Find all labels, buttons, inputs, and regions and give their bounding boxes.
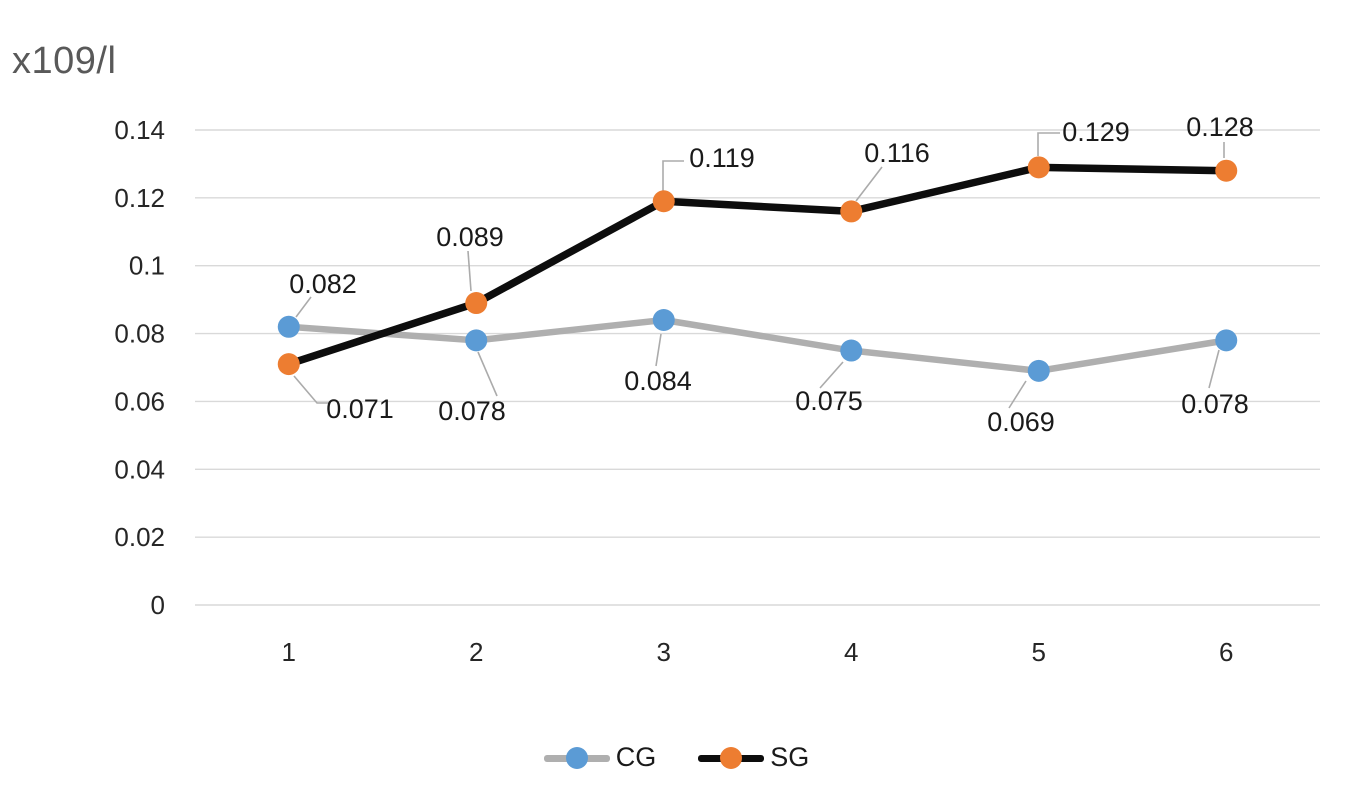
data-label-sg: 0.071 — [326, 394, 394, 424]
legend-item-cg: CG — [543, 742, 657, 773]
legend-swatch-sg — [698, 746, 765, 770]
series-marker-cg — [465, 329, 488, 352]
data-label-leader-line — [855, 166, 883, 202]
data-label-cg: 0.084 — [624, 366, 692, 396]
y-tick-label: 0.1 — [129, 251, 165, 281]
data-label-sg: 0.128 — [1186, 112, 1254, 142]
data-label-leader-line — [1208, 349, 1220, 389]
data-label-sg: 0.089 — [436, 222, 504, 252]
legend-label-sg: SG — [770, 742, 810, 772]
legend-label-cg: CG — [615, 742, 657, 772]
series-marker-cg — [1027, 359, 1050, 382]
series-marker-sg — [277, 353, 300, 376]
x-tick-label: 2 — [469, 637, 483, 667]
series-marker-sg — [840, 200, 863, 223]
data-label-leader-line — [1008, 380, 1027, 409]
y-tick-label: 0.06 — [114, 386, 165, 416]
legend-marker-icon-cg — [565, 746, 588, 769]
x-tick-label: 4 — [844, 637, 858, 667]
series-marker-cg — [277, 315, 300, 338]
data-label-cg: 0.078 — [438, 396, 506, 426]
data-label-leader-line — [819, 361, 844, 389]
data-label-cg: 0.082 — [289, 269, 357, 299]
y-tick-label: 0.12 — [114, 183, 165, 213]
y-tick-label: 0 — [151, 590, 165, 620]
series-line-sg — [285, 163, 1230, 368]
y-tick-label: 0.02 — [114, 522, 165, 552]
series-marker-cg — [652, 309, 675, 331]
data-label-sg: 0.119 — [689, 143, 755, 173]
data-label-leader-line — [467, 250, 472, 292]
series-marker-sg — [652, 190, 675, 213]
y-tick-label: 0.08 — [114, 319, 165, 349]
data-label-cg: 0.078 — [1181, 389, 1249, 419]
series-marker-sg — [465, 292, 488, 315]
data-label-sg: 0.129 — [1062, 117, 1130, 147]
data-label-leader-line — [662, 160, 684, 191]
x-tick-label: 1 — [282, 637, 296, 667]
data-label-leader-line — [655, 333, 662, 367]
data-label-sg: 0.116 — [864, 138, 930, 168]
legend-marker-icon-sg — [720, 746, 743, 769]
legend-swatch-cg — [543, 746, 610, 770]
series-marker-cg — [840, 339, 863, 362]
x-tick-label: 6 — [1219, 637, 1233, 667]
x-tick-label: 3 — [657, 637, 671, 667]
series-marker-sg — [1215, 159, 1238, 182]
chart-legend: CG SG — [0, 742, 1353, 773]
legend-item-sg: SG — [698, 742, 809, 773]
y-tick-label: 0.04 — [114, 454, 165, 484]
series-marker-sg — [1027, 156, 1050, 179]
y-axis-unit-label: x109/l — [12, 40, 117, 82]
data-label-leader-line — [477, 351, 498, 397]
y-tick-label: 0.14 — [114, 115, 165, 145]
data-label-cg: 0.075 — [795, 386, 863, 416]
data-label-cg: 0.069 — [987, 407, 1055, 437]
x-tick-label: 5 — [1032, 637, 1046, 667]
data-label-leader-line — [293, 375, 330, 404]
series-marker-cg — [1215, 329, 1238, 352]
data-label-leader-line — [295, 296, 312, 318]
series-line-cg — [285, 316, 1230, 375]
data-label-leader-line — [1037, 132, 1060, 156]
